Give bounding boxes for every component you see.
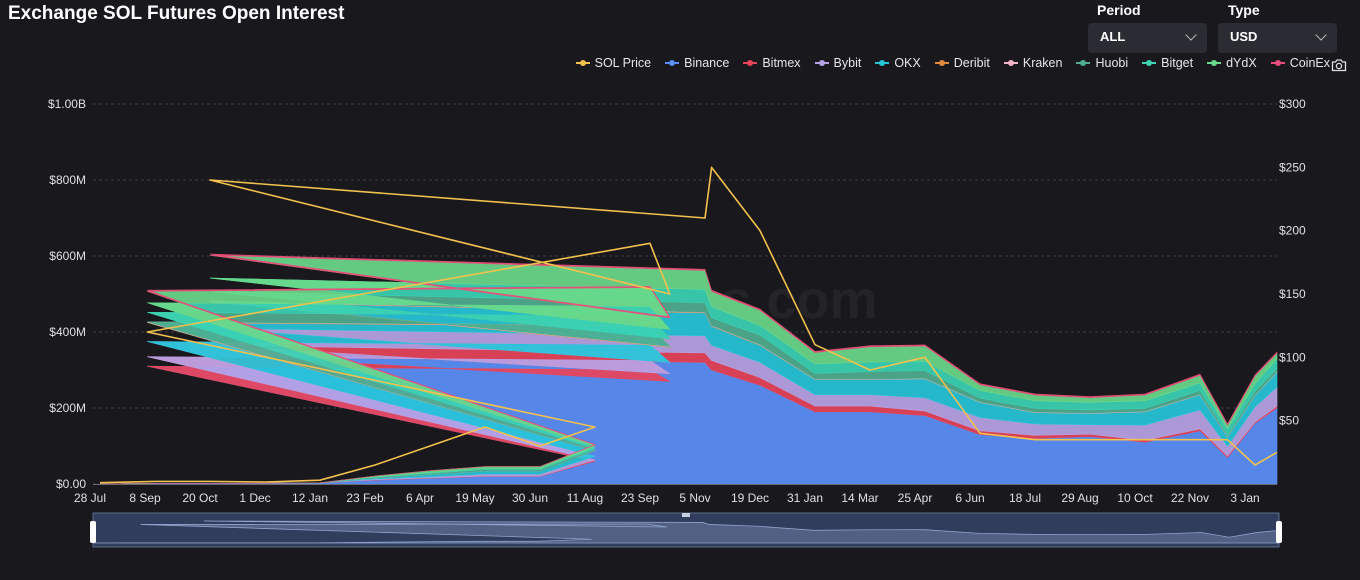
period-select[interactable]: ALL — [1088, 23, 1207, 53]
y-right-tick: $200 — [1279, 224, 1306, 238]
legend-marker — [1207, 58, 1222, 68]
x-tick: 23 Sep — [621, 491, 659, 505]
x-tick: 5 Nov — [679, 491, 710, 505]
legend-label: dYdX — [1226, 56, 1257, 70]
legend-label: Bybit — [833, 56, 862, 70]
legend-marker — [934, 58, 949, 68]
camera-icon[interactable] — [1331, 57, 1347, 73]
y-right-tick: $100 — [1279, 350, 1306, 364]
legend-label: CoinEx — [1289, 56, 1330, 70]
y-right-tick: $300 — [1279, 97, 1306, 111]
x-tick: 12 Jan — [292, 491, 328, 505]
legend-label: Bitmex — [762, 56, 801, 70]
page-title: Exchange SOL Futures Open Interest — [8, 3, 345, 24]
chart-legend: SOL Price Binance Bitmex Bybit OKX Deribit Kra… — [575, 56, 1330, 70]
y-left-tick: $800M — [49, 173, 86, 187]
x-tick: 10 Oct — [1117, 491, 1153, 505]
y-axis-left: $0.00 $200M $400M $600M $800M $1.00B — [48, 97, 86, 491]
legend-marker — [665, 58, 680, 68]
x-tick: 6 Apr — [406, 491, 434, 505]
x-tick: 28 Jul — [74, 491, 106, 505]
type-label: Type — [1228, 2, 1260, 18]
legend-label: Deribit — [953, 56, 990, 70]
legend-item-deribit[interactable]: Deribit — [934, 56, 990, 70]
x-tick: 8 Sep — [129, 491, 161, 505]
zoom-drag-grip[interactable] — [682, 513, 690, 517]
legend-marker — [1076, 58, 1091, 68]
legend-item-sol-price[interactable]: SOL Price — [575, 56, 652, 70]
sol-price-line-group — [99, 166, 1278, 484]
legend-label: Binance — [684, 56, 730, 70]
legend-marker — [575, 58, 590, 68]
x-tick: 31 Jan — [787, 491, 823, 505]
area-coinex — [99, 253, 1278, 485]
y-right-tick: $150 — [1279, 287, 1306, 301]
legend-item-huobi[interactable]: Huobi — [1076, 56, 1128, 70]
zoom-handle-left[interactable] — [90, 521, 96, 543]
legend-item-bitget[interactable]: Bitget — [1142, 56, 1193, 70]
legend-marker — [1003, 58, 1018, 68]
legend-item-kraken[interactable]: Kraken — [1003, 56, 1063, 70]
legend-marker — [1270, 58, 1285, 68]
type-value: USD — [1230, 29, 1258, 44]
x-tick: 1 Dec — [239, 491, 270, 505]
x-tick: 23 Feb — [346, 491, 384, 505]
period-value: ALL — [1100, 29, 1126, 44]
y-left-tick: $200M — [49, 401, 86, 415]
sol-price-line — [99, 166, 1278, 484]
legend-label: Bitget — [1161, 56, 1194, 70]
x-tick: 22 Nov — [1171, 491, 1209, 505]
legend-marker — [875, 58, 890, 68]
y-left-tick: $600M — [49, 249, 86, 263]
x-axis: 28 Jul 8 Sep 20 Oct 1 Dec 12 Jan 23 Feb 6 Apr 1… — [74, 484, 1277, 505]
y-right-tick: $50 — [1279, 414, 1299, 428]
x-tick: 20 Oct — [182, 491, 218, 505]
y-left-tick: $1.00B — [48, 97, 86, 111]
y-axis-right: $50 $100 $150 $200 $250 $300 — [1279, 97, 1306, 428]
zoom-slider[interactable] — [90, 512, 1282, 548]
legend-marker — [1142, 58, 1157, 68]
type-select[interactable]: USD — [1218, 23, 1337, 53]
zoom-preview-area — [92, 520, 1280, 544]
oi-stacked-areas — [99, 253, 1278, 485]
legend-label: Kraken — [1022, 56, 1063, 70]
y-right-tick: $250 — [1279, 160, 1306, 174]
legend-label: Huobi — [1095, 56, 1129, 70]
legend-item-bitmex[interactable]: Bitmex — [743, 56, 801, 70]
legend-item-coinex[interactable]: CoinEx — [1270, 56, 1330, 70]
x-tick: 14 Mar — [841, 491, 878, 505]
x-tick: 25 Apr — [898, 491, 933, 505]
legend-label: SOL Price — [594, 56, 652, 70]
x-tick: 29 Aug — [1061, 491, 1098, 505]
y-left-tick: $400M — [49, 325, 86, 339]
x-tick: 3 Jan — [1230, 491, 1259, 505]
legend-item-okx[interactable]: OKX — [875, 56, 921, 70]
legend-marker — [743, 58, 758, 68]
x-tick: 11 Aug — [567, 491, 603, 505]
zoom-handle-right[interactable] — [1276, 521, 1282, 543]
x-tick: 19 Dec — [731, 491, 769, 505]
legend-item-binance[interactable]: Binance — [665, 56, 729, 70]
x-tick: 18 Jul — [1009, 491, 1041, 505]
legend-item-bybit[interactable]: Bybit — [814, 56, 862, 70]
x-tick: 19 May — [455, 491, 494, 505]
legend-label: OKX — [894, 56, 921, 70]
legend-item-dydx[interactable]: dYdX — [1207, 56, 1257, 70]
y-left-tick: $0.00 — [56, 477, 86, 491]
x-tick: 6 Jun — [955, 491, 984, 505]
x-tick: 30 Jun — [512, 491, 548, 505]
period-label: Period — [1097, 2, 1141, 18]
legend-marker — [814, 58, 829, 68]
